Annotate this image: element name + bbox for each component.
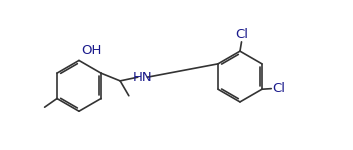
Text: Cl: Cl xyxy=(273,82,286,95)
Text: Cl: Cl xyxy=(235,28,248,41)
Text: OH: OH xyxy=(82,44,102,57)
Text: HN: HN xyxy=(133,71,152,84)
